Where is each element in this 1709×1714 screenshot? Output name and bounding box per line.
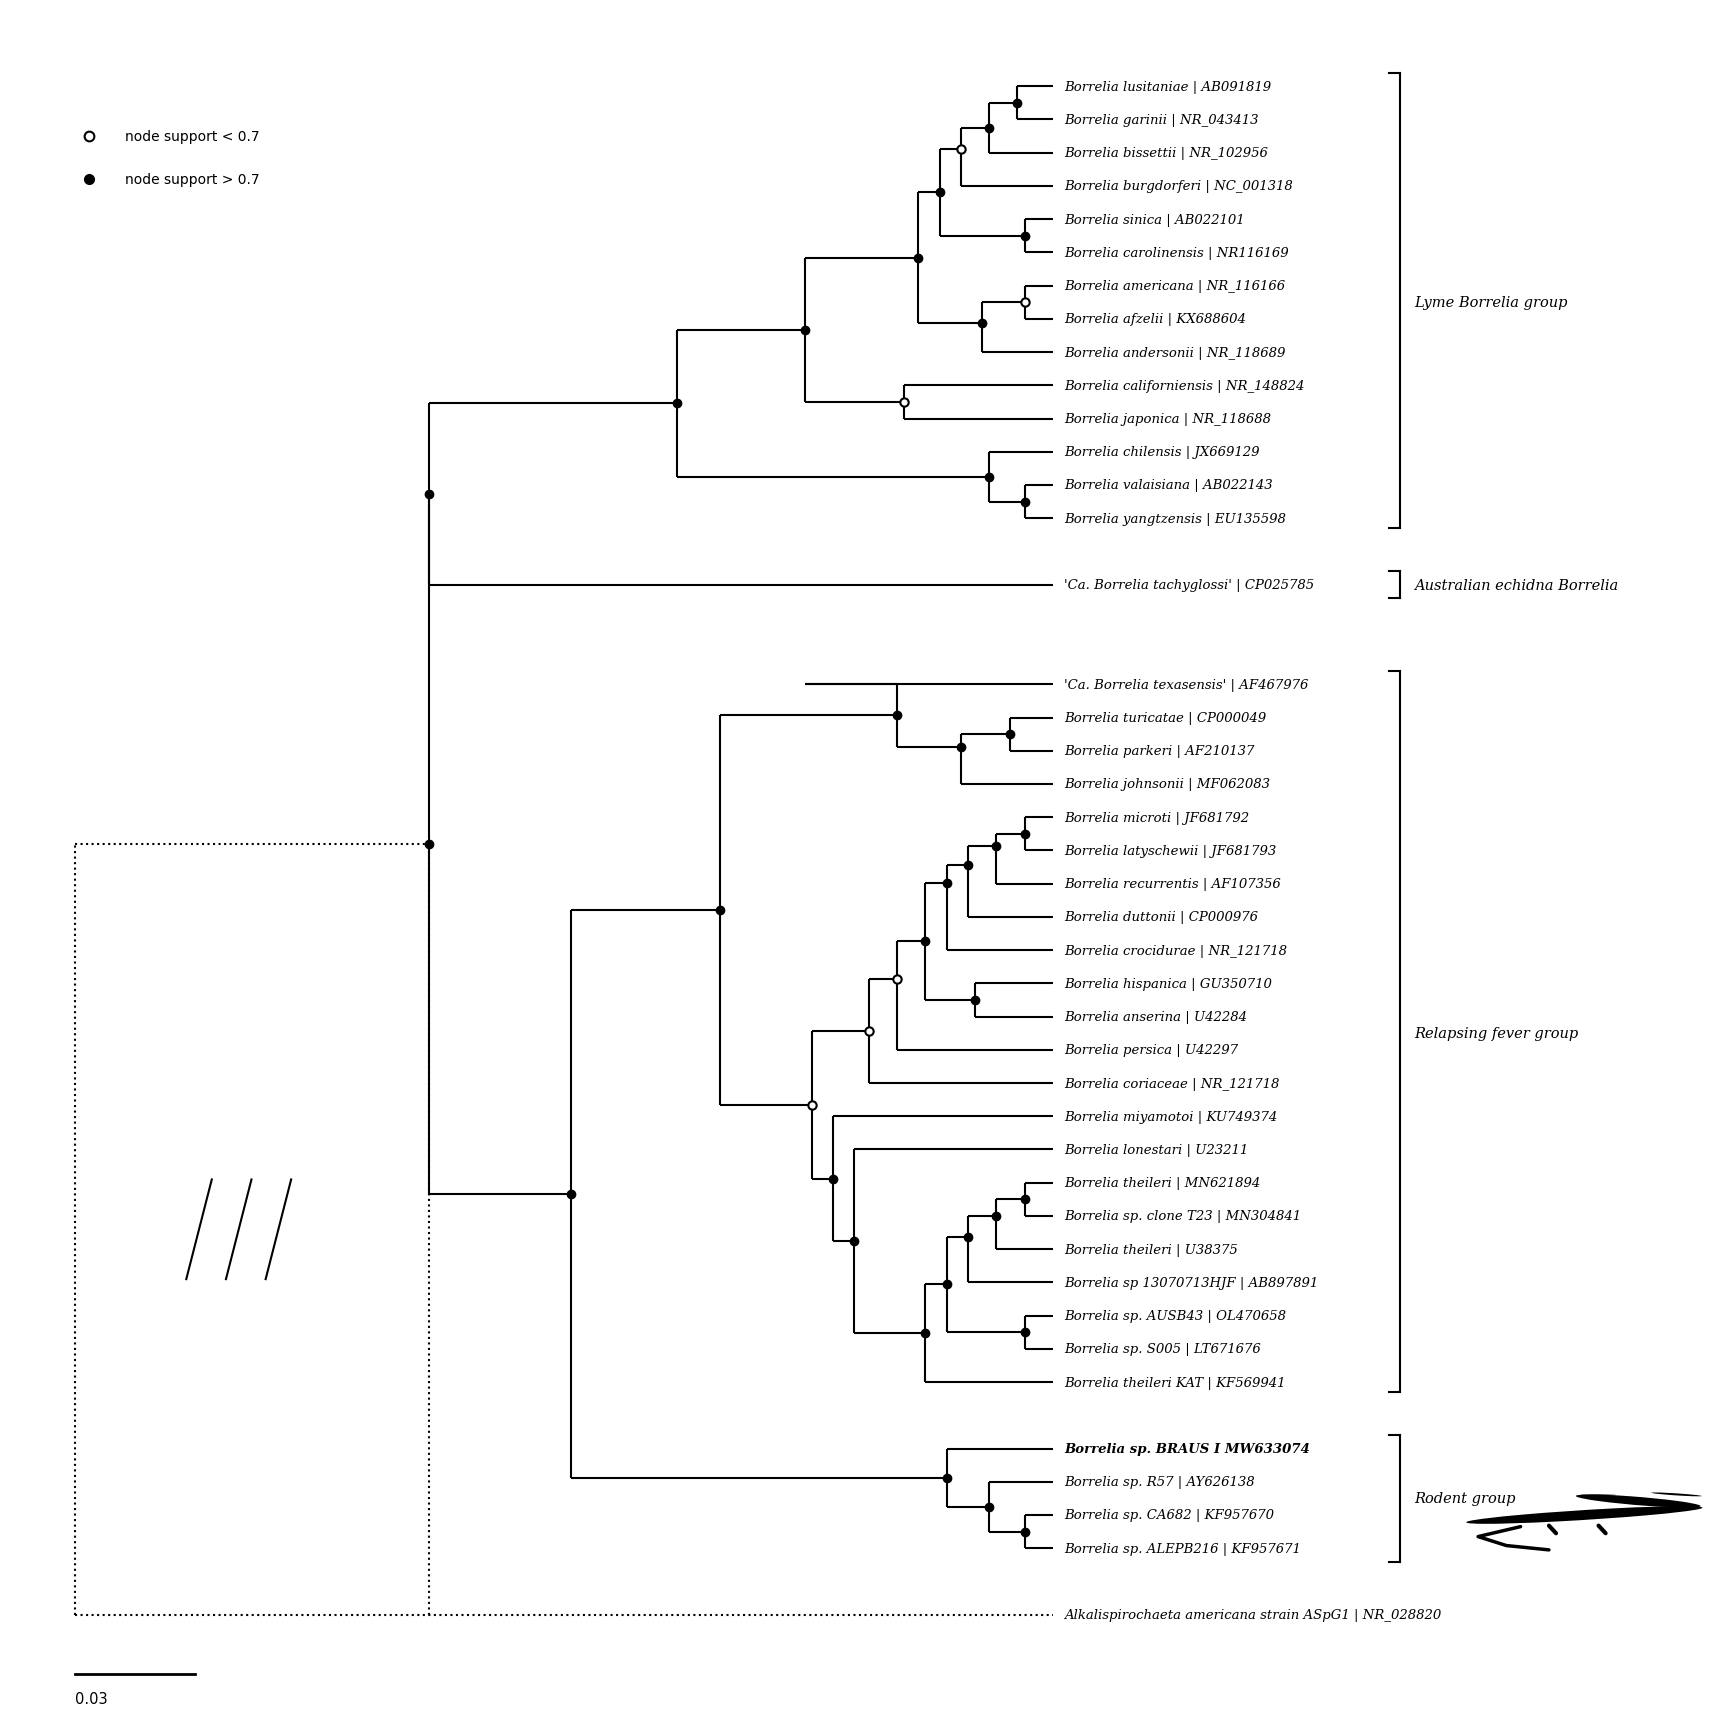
- Text: Borrelia bissettii | NR_102956: Borrelia bissettii | NR_102956: [1065, 147, 1268, 159]
- Text: Borrelia theileri | MN621894: Borrelia theileri | MN621894: [1065, 1176, 1261, 1190]
- Text: Borrelia sp. BRAUS I MW633074: Borrelia sp. BRAUS I MW633074: [1065, 1441, 1311, 1455]
- Text: Borrelia valaisiana | AB022143: Borrelia valaisiana | AB022143: [1065, 480, 1273, 492]
- Text: Borrelia andersonii | NR_118689: Borrelia andersonii | NR_118689: [1065, 346, 1285, 360]
- Text: Borrelia turicatae | CP000049: Borrelia turicatae | CP000049: [1065, 711, 1266, 725]
- Ellipse shape: [1576, 1495, 1700, 1508]
- Text: Borrelia anserina | U42284: Borrelia anserina | U42284: [1065, 1011, 1248, 1023]
- Text: Borrelia garinii | NR_043413: Borrelia garinii | NR_043413: [1065, 113, 1260, 127]
- Text: Borrelia parkeri | AF210137: Borrelia parkeri | AF210137: [1065, 746, 1254, 758]
- Text: Rodent group: Rodent group: [1415, 1491, 1516, 1505]
- Text: Borrelia recurrentis | AF107356: Borrelia recurrentis | AF107356: [1065, 878, 1282, 891]
- Text: Borrelia johnsonii | MF062083: Borrelia johnsonii | MF062083: [1065, 778, 1270, 792]
- Text: Borrelia persica | U42297: Borrelia persica | U42297: [1065, 1044, 1239, 1058]
- Text: Borrelia coriaceae | NR_121718: Borrelia coriaceae | NR_121718: [1065, 1076, 1280, 1090]
- Text: 'Ca. Borrelia tachyglossi' | CP025785: 'Ca. Borrelia tachyglossi' | CP025785: [1065, 579, 1314, 591]
- Text: Relapsing fever group: Relapsing fever group: [1415, 1027, 1579, 1040]
- Text: Borrelia latyschewii | JF681793: Borrelia latyschewii | JF681793: [1065, 845, 1277, 857]
- Text: Lyme Borrelia group: Lyme Borrelia group: [1415, 297, 1567, 310]
- Text: Borrelia crocidurae | NR_121718: Borrelia crocidurae | NR_121718: [1065, 944, 1287, 956]
- Text: Borrelia americana | NR_116166: Borrelia americana | NR_116166: [1065, 279, 1285, 293]
- Text: Borrelia duttonii | CP000976: Borrelia duttonii | CP000976: [1065, 910, 1258, 924]
- Text: 'Ca. Borrelia texasensis' | AF467976: 'Ca. Borrelia texasensis' | AF467976: [1065, 679, 1309, 691]
- Text: Borrelia sp. AUSB43 | OL470658: Borrelia sp. AUSB43 | OL470658: [1065, 1309, 1287, 1323]
- Text: Borrelia chilensis | JX669129: Borrelia chilensis | JX669129: [1065, 446, 1260, 459]
- Text: Borrelia carolinensis | NR116169: Borrelia carolinensis | NR116169: [1065, 247, 1289, 261]
- Text: Borrelia microti | JF681792: Borrelia microti | JF681792: [1065, 811, 1249, 824]
- Text: Alkalispirochaeta americana strain ASpG1 | NR_028820: Alkalispirochaeta americana strain ASpG1…: [1065, 1608, 1441, 1621]
- Text: Borrelia sp. CA682 | KF957670: Borrelia sp. CA682 | KF957670: [1065, 1508, 1275, 1522]
- Text: Borrelia theileri KAT | KF569941: Borrelia theileri KAT | KF569941: [1065, 1376, 1285, 1388]
- Text: Borrelia hispanica | GU350710: Borrelia hispanica | GU350710: [1065, 977, 1271, 991]
- Text: Borrelia japonica | NR_118688: Borrelia japonica | NR_118688: [1065, 413, 1271, 425]
- Text: Borrelia californiensis | NR_148824: Borrelia californiensis | NR_148824: [1065, 379, 1304, 393]
- Text: Borrelia sp. S005 | LT671676: Borrelia sp. S005 | LT671676: [1065, 1342, 1261, 1356]
- Text: Borrelia lonestari | U23211: Borrelia lonestari | U23211: [1065, 1143, 1249, 1157]
- Text: 0.03: 0.03: [75, 1692, 108, 1705]
- Text: Borrelia miyamotoi | KU749374: Borrelia miyamotoi | KU749374: [1065, 1111, 1278, 1123]
- Text: Borrelia theileri | U38375: Borrelia theileri | U38375: [1065, 1243, 1237, 1256]
- Ellipse shape: [1466, 1507, 1702, 1524]
- Text: Borrelia yangtzensis | EU135598: Borrelia yangtzensis | EU135598: [1065, 512, 1287, 526]
- Ellipse shape: [1651, 1493, 1702, 1496]
- Text: Borrelia sp. ALEPB216 | KF957671: Borrelia sp. ALEPB216 | KF957671: [1065, 1543, 1301, 1555]
- Text: node support < 0.7: node support < 0.7: [125, 130, 260, 144]
- Text: Borrelia sp. clone T23 | MN304841: Borrelia sp. clone T23 | MN304841: [1065, 1210, 1301, 1222]
- Text: Australian echidna Borrelia: Australian echidna Borrelia: [1415, 578, 1618, 593]
- Text: Borrelia lusitaniae | AB091819: Borrelia lusitaniae | AB091819: [1065, 81, 1271, 94]
- Text: Borrelia sp. R57 | AY626138: Borrelia sp. R57 | AY626138: [1065, 1476, 1254, 1488]
- Text: node support > 0.7: node support > 0.7: [125, 173, 260, 187]
- Text: Borrelia sinica | AB022101: Borrelia sinica | AB022101: [1065, 214, 1244, 226]
- Text: Borrelia afzelii | KX688604: Borrelia afzelii | KX688604: [1065, 314, 1246, 326]
- Text: Borrelia burgdorferi | NC_001318: Borrelia burgdorferi | NC_001318: [1065, 180, 1294, 194]
- Text: Borrelia sp 13070713HJF | AB897891: Borrelia sp 13070713HJF | AB897891: [1065, 1277, 1319, 1289]
